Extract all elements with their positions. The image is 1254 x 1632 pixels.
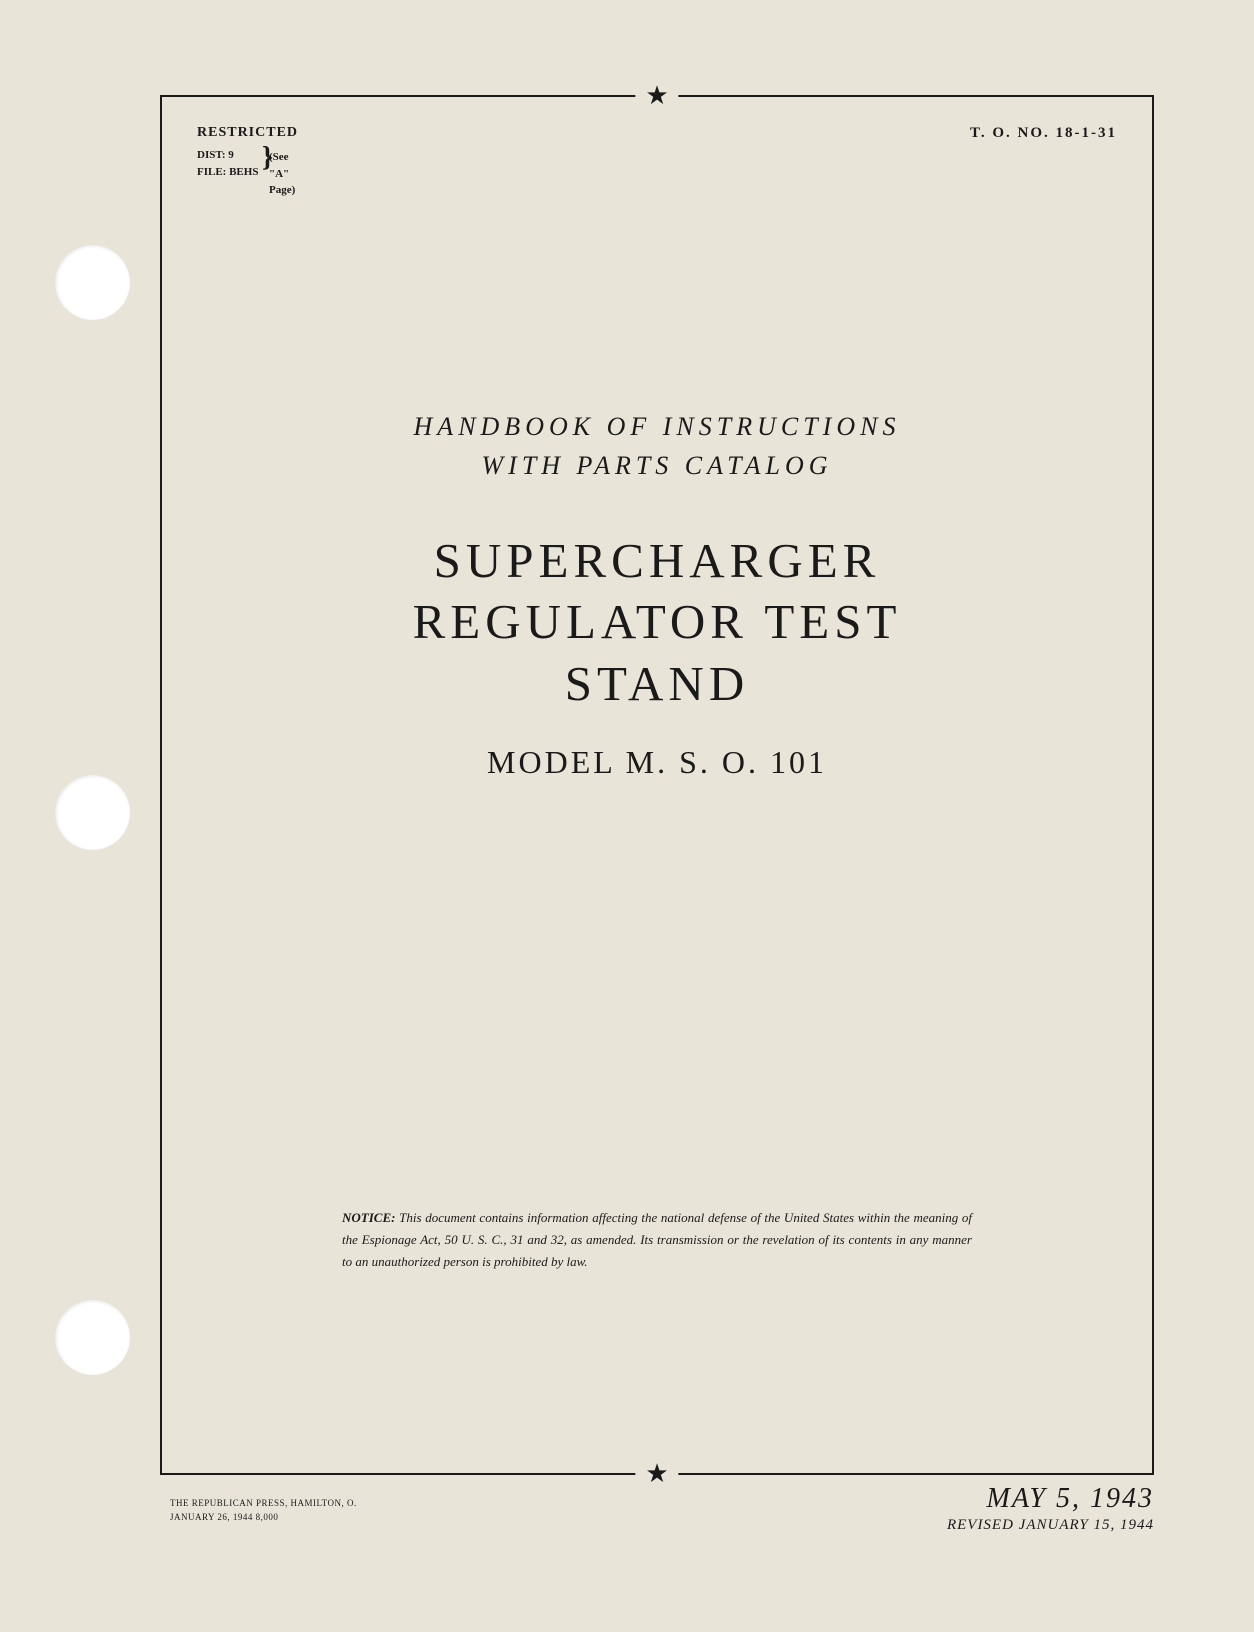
printer-info: THE REPUBLICAN PRESS, HAMILTON, O. JANUA… [170,1497,357,1524]
dist-file-info: DIST: 9 FILE: BEHS } (See "A" Page) [197,147,298,180]
subtitle-line: HANDBOOK OF INSTRUCTIONS [414,412,901,441]
star-icon: ★ [635,83,678,109]
punch-hole [55,775,130,850]
border-frame: ★ ★ RESTRICTED DIST: 9 FILE: BEHS } (See… [160,95,1154,1475]
subtitle-line: WITH PARTS CATALOG [482,451,833,480]
security-notice: NOTICE: This document contains informati… [342,1207,972,1273]
title-line: SUPERCHARGER [434,533,881,588]
notice-label: NOTICE: [342,1210,395,1225]
model-number: MODEL M. S. O. 101 [162,744,1152,781]
document-main-title: SUPERCHARGER REGULATOR TEST STAND [162,530,1152,714]
revision-date: REVISED JANUARY 15, 1944 [947,1517,1154,1534]
star-icon: ★ [635,1461,678,1487]
punch-hole [55,1300,130,1375]
title-line: STAND [565,656,749,711]
title-line: REGULATOR TEST [413,594,902,649]
header-section: RESTRICTED DIST: 9 FILE: BEHS } (See "A"… [197,125,1117,180]
classification-label: RESTRICTED [197,125,298,141]
press-name: THE REPUBLICAN PRESS, HAMILTON, O. [170,1498,357,1508]
see-page-note: (See "A" Page) [269,149,298,199]
document-page: ★ ★ RESTRICTED DIST: 9 FILE: BEHS } (See… [0,0,1254,1632]
tech-order-number: T. O. NO. 18-1-31 [970,125,1117,142]
punch-hole [55,245,130,320]
notice-text: This document contains information affec… [342,1210,972,1269]
publication-dates: MAY 5, 1943 REVISED JANUARY 15, 1944 [947,1483,1154,1534]
classification-block: RESTRICTED DIST: 9 FILE: BEHS } (See "A"… [197,125,298,180]
press-date: JANUARY 26, 1944 8,000 [170,1512,278,1522]
title-section: HANDBOOK OF INSTRUCTIONS WITH PARTS CATA… [162,407,1152,781]
document-subtitle: HANDBOOK OF INSTRUCTIONS WITH PARTS CATA… [162,407,1152,485]
publication-date: MAY 5, 1943 [947,1483,1154,1515]
